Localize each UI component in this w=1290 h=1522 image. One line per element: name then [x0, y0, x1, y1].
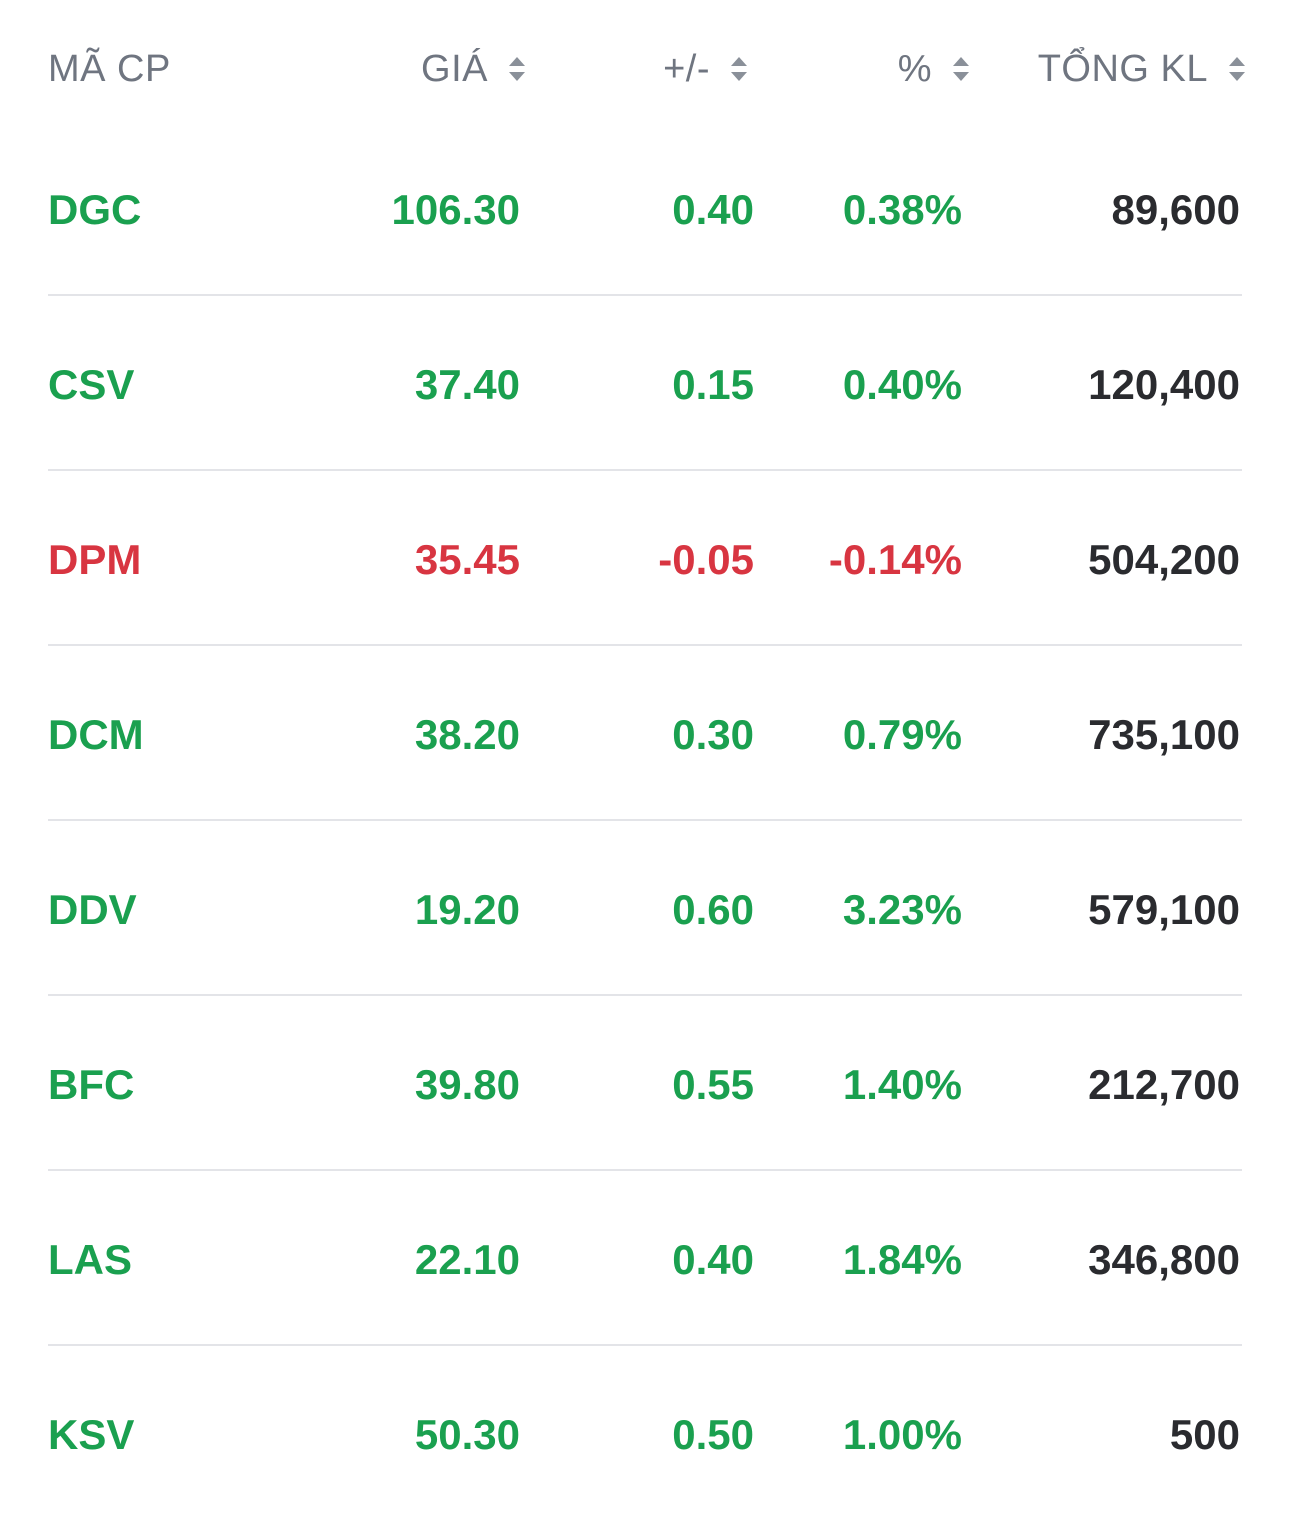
- symbol-cell: DCM: [48, 710, 144, 758]
- table-row[interactable]: BFC 39.80 0.55 1.40% 212,700: [0, 997, 1290, 1172]
- symbol-cell: DPM: [48, 535, 142, 583]
- symbol-cell: DDV: [48, 885, 137, 933]
- volume-cell: 346,800: [1088, 1235, 1240, 1283]
- sort-percent-button[interactable]: %: [780, 45, 972, 93]
- percent-cell: 0.38%: [842, 185, 962, 233]
- percent-cell: 3.23%: [842, 885, 962, 933]
- header-price-label: GIÁ: [421, 47, 488, 90]
- change-cell: 0.40: [672, 1235, 754, 1283]
- volume-cell: 579,100: [1088, 885, 1240, 933]
- percent-cell: 0.79%: [842, 710, 962, 758]
- symbol-cell: LAS: [48, 1235, 132, 1283]
- table-row[interactable]: DGC 106.30 0.40 0.38% 89,600: [0, 122, 1290, 297]
- sort-updown-icon: [506, 54, 528, 84]
- price-cell: 106.30: [391, 185, 520, 233]
- volume-cell: 735,100: [1088, 710, 1240, 758]
- change-cell: 0.40: [672, 185, 754, 233]
- header-symbol-label: MÃ CP: [48, 47, 171, 90]
- change-cell: 0.55: [672, 1060, 754, 1108]
- table-row[interactable]: DCM 38.20 0.30 0.79% 735,100: [0, 647, 1290, 822]
- sort-volume-button[interactable]: TỔNG KL: [990, 45, 1248, 93]
- symbol-cell: DGC: [48, 185, 142, 233]
- header-change-label: +/-: [663, 47, 710, 90]
- percent-cell: 1.84%: [842, 1235, 962, 1283]
- price-cell: 50.30: [414, 1410, 520, 1458]
- table-row[interactable]: DDV 19.20 0.60 3.23% 579,100: [0, 822, 1290, 997]
- row-divider: [48, 294, 1242, 296]
- change-cell: 0.50: [672, 1410, 754, 1458]
- row-divider: [48, 994, 1242, 996]
- sort-price-button[interactable]: GIÁ: [300, 45, 528, 93]
- volume-cell: 212,700: [1088, 1060, 1240, 1108]
- price-cell: 37.40: [414, 360, 520, 408]
- price-cell: 39.80: [414, 1060, 520, 1108]
- percent-cell: 0.40%: [842, 360, 962, 408]
- percent-cell: 1.40%: [842, 1060, 962, 1108]
- header-percent-label: %: [897, 47, 932, 90]
- volume-cell: 504,200: [1088, 535, 1240, 583]
- sort-updown-icon: [950, 54, 972, 84]
- price-cell: 38.20: [414, 710, 520, 758]
- volume-cell: 120,400: [1088, 360, 1240, 408]
- change-cell: 0.30: [672, 710, 754, 758]
- table-row[interactable]: LAS 22.10 0.40 1.84% 346,800: [0, 1172, 1290, 1347]
- change-cell: -0.05: [658, 535, 754, 583]
- change-cell: 0.15: [672, 360, 754, 408]
- volume-cell: 500: [1169, 1410, 1240, 1458]
- symbol-cell: BFC: [48, 1060, 135, 1108]
- row-divider: [48, 1344, 1242, 1346]
- symbol-cell: CSV: [48, 360, 135, 408]
- table-header: MÃ CP GIÁ +/- % TỔNG KL: [0, 0, 1290, 140]
- price-cell: 22.10: [414, 1235, 520, 1283]
- row-divider: [48, 1169, 1242, 1171]
- price-cell: 19.20: [414, 885, 520, 933]
- change-cell: 0.60: [672, 885, 754, 933]
- sort-change-button[interactable]: +/-: [560, 45, 750, 93]
- percent-cell: 1.00%: [842, 1410, 962, 1458]
- row-divider: [48, 819, 1242, 821]
- header-symbol: MÃ CP: [48, 45, 171, 93]
- row-divider: [48, 644, 1242, 646]
- volume-cell: 89,600: [1111, 185, 1240, 233]
- header-volume-label: TỔNG KL: [1037, 47, 1208, 90]
- sort-updown-icon: [1226, 54, 1248, 84]
- symbol-cell: KSV: [48, 1410, 135, 1458]
- price-cell: 35.45: [414, 535, 520, 583]
- percent-cell: -0.14%: [828, 535, 962, 583]
- row-divider: [48, 469, 1242, 471]
- table-row[interactable]: DPM 35.45 -0.05 -0.14% 504,200: [0, 472, 1290, 647]
- sort-updown-icon: [728, 54, 750, 84]
- table-row[interactable]: CSV 37.40 0.15 0.40% 120,400: [0, 297, 1290, 472]
- table-row[interactable]: KSV 50.30 0.50 1.00% 500: [0, 1347, 1290, 1522]
